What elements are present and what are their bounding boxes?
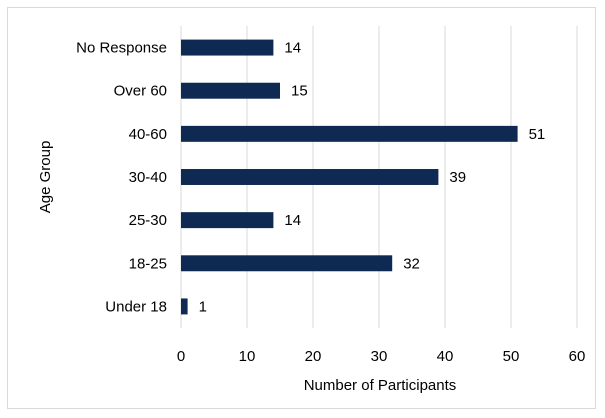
data-label: 15: [291, 83, 308, 100]
bar-18-25: [181, 255, 393, 272]
category-label: 40-60: [129, 126, 167, 143]
x-axis-title: Number of Participants: [304, 377, 457, 394]
category-label: Under 18: [105, 298, 167, 315]
data-label: 32: [403, 255, 420, 272]
data-label: 14: [284, 40, 301, 57]
x-tick-label: 0: [177, 348, 185, 365]
x-tick-label: 10: [239, 348, 256, 365]
category-label: 18-25: [129, 255, 167, 272]
bar-under-18: [181, 298, 188, 315]
data-label: 51: [529, 126, 546, 143]
bars: [181, 39, 518, 315]
data-label: 39: [449, 169, 466, 186]
category-labels: No Response Over 60 40-60 30-40 25-30 18-25 Un…: [76, 40, 167, 316]
x-tick-label: 20: [305, 348, 322, 365]
bar-no-response: [181, 39, 274, 56]
y-axis-title: Age Group: [37, 141, 54, 214]
data-label: 14: [284, 212, 301, 229]
data-label: 1: [199, 298, 207, 315]
x-tick-label: 50: [503, 348, 520, 365]
category-label: No Response: [76, 40, 167, 57]
category-label: 25-30: [129, 212, 167, 229]
bar-40-60: [181, 125, 518, 142]
gridlines: [180, 26, 578, 328]
category-label: Over 60: [114, 83, 167, 100]
bar-30-40: [181, 169, 439, 185]
bar-25-30: [181, 212, 274, 229]
x-tick-labels: 0 10 20 30 40 50 60: [177, 348, 586, 365]
data-labels: 14 15 51 39 14 32 1: [199, 40, 546, 316]
category-label: 30-40: [129, 169, 167, 186]
x-tick-label: 30: [371, 348, 388, 365]
x-tick-label: 60: [569, 348, 586, 365]
x-tick-label: 40: [437, 348, 454, 365]
bar-over-60: [181, 82, 280, 99]
chart-frame: [7, 7, 596, 409]
